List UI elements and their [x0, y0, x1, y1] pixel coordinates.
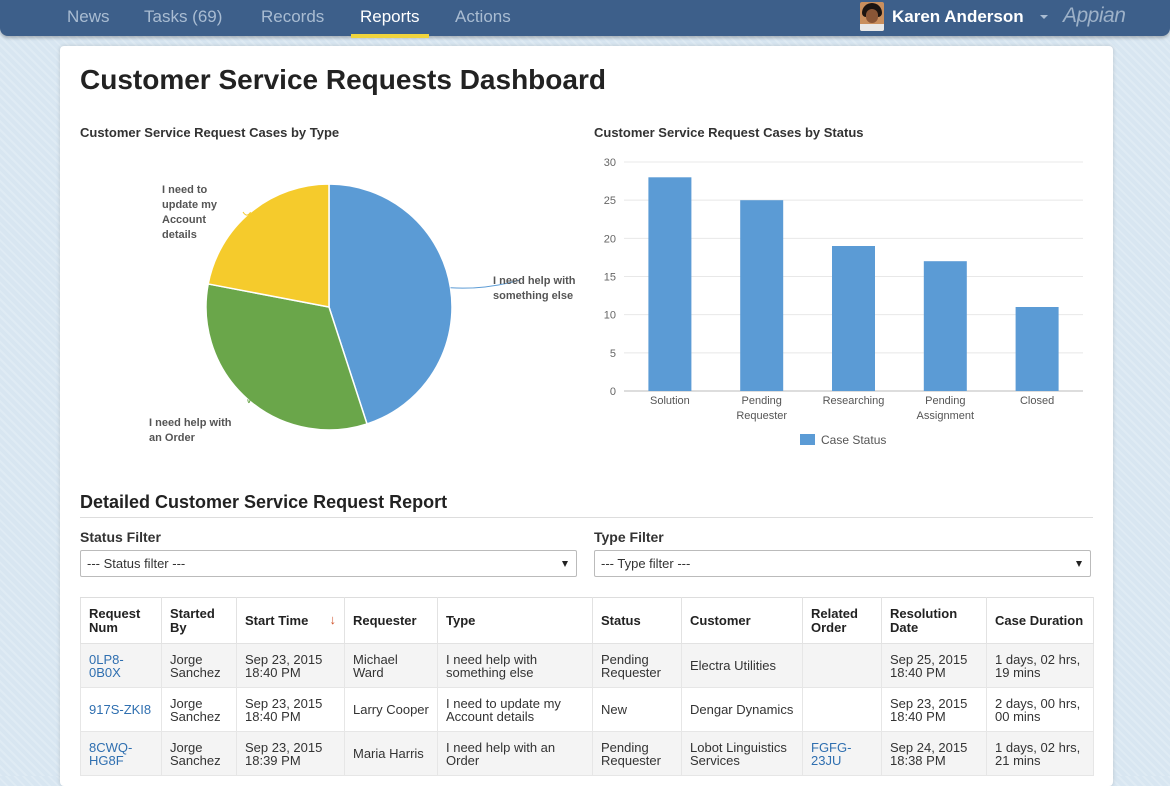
- requester-cell: Maria Harris: [344, 731, 438, 776]
- y-tick-label: 20: [604, 233, 616, 245]
- related-order-link[interactable]: FGFG-23JU: [811, 739, 852, 768]
- resolution-date-cell: Sep 23, 2015 18:40 PM: [881, 687, 987, 732]
- user-menu-name[interactable]: Karen Anderson: [892, 7, 1024, 26]
- pie-slice[interactable]: [328, 183, 453, 425]
- x-tick-label: Researching: [823, 395, 885, 407]
- tab-tasks[interactable]: Tasks (69): [144, 7, 223, 26]
- table-row: 8CWQ-HG8F Jorge Sanchez Sep 23, 2015 18:…: [80, 731, 1094, 776]
- dropdown-arrow-icon: [562, 561, 568, 567]
- type-cell: I need to update my Account details: [437, 687, 593, 732]
- top-nav-bar: News Tasks (69) Records Reports Actions …: [0, 0, 1170, 38]
- request-num-link[interactable]: 8CWQ-HG8F: [89, 739, 133, 768]
- x-tick-label: Closed: [1020, 395, 1054, 407]
- pie-chart-title: Customer Service Request Cases by Type: [80, 125, 340, 140]
- case-duration-cell: 1 days, 02 hrs, 21 mins: [986, 731, 1094, 776]
- column-header-status[interactable]: Status: [592, 597, 682, 644]
- type-filter-label: Type Filter: [594, 529, 664, 545]
- requester-cell: Michael Ward: [344, 643, 438, 688]
- customer-cell: Electra Utilities: [681, 643, 803, 688]
- column-header-case-duration[interactable]: Case Duration: [986, 597, 1094, 644]
- appian-logo: Appian: [1063, 4, 1126, 27]
- type-cell: I need help with an Order: [437, 731, 593, 776]
- column-header-request-num[interactable]: Request Num: [80, 597, 162, 644]
- resolution-date-cell: Sep 24, 2015 18:38 PM: [881, 731, 987, 776]
- bar-chart: 0 5 10 15 20 25 30 Solution Pending Requester Rese…: [604, 157, 1083, 447]
- status-filter-select[interactable]: --- Status filter ---: [80, 550, 577, 577]
- type-filter-select[interactable]: --- Type filter ---: [594, 550, 1091, 577]
- report-title: Detailed Customer Service Request Report: [80, 492, 448, 512]
- column-header-started-by[interactable]: Started By: [161, 597, 237, 644]
- tab-actions[interactable]: Actions: [455, 7, 511, 26]
- column-header-type[interactable]: Type: [437, 597, 593, 644]
- dropdown-arrow-icon: [1076, 561, 1082, 567]
- tab-records[interactable]: Records: [261, 7, 325, 26]
- case-duration-cell: 2 days, 00 hrs, 00 mins: [986, 687, 1094, 732]
- x-tick-label: Solution: [650, 395, 690, 407]
- status-filter-value: --- Status filter ---: [87, 556, 186, 571]
- bar[interactable]: [740, 200, 784, 391]
- type-cell: I need help with something else: [437, 643, 593, 688]
- tab-reports[interactable]: Reports: [351, 0, 428, 38]
- type-filter-value: --- Type filter ---: [601, 556, 691, 571]
- bar[interactable]: [923, 261, 967, 391]
- started-by-cell: Jorge Sanchez: [161, 731, 237, 776]
- y-tick-label: 5: [610, 348, 616, 360]
- request-num-link[interactable]: 917S-ZKI8: [89, 702, 152, 717]
- pie-leader-line: [450, 279, 521, 289]
- pie-leader-line: [242, 211, 252, 216]
- pie-slice-label: I need to update my Account details: [162, 184, 218, 241]
- start-time-cell: Sep 23, 2015 18:39 PM: [236, 731, 345, 776]
- bar-chart-title: Customer Service Request Cases by Status: [594, 125, 864, 140]
- sort-descending-icon[interactable]: ↓: [329, 612, 337, 627]
- x-tick-label: Pending Assignment: [917, 395, 974, 422]
- column-header-related-order[interactable]: Related Order: [802, 597, 882, 644]
- column-header-requester[interactable]: Requester: [344, 597, 438, 644]
- customer-cell: Lobot Linguistics Services: [681, 731, 803, 776]
- y-tick-label: 10: [604, 310, 616, 322]
- page-title: Customer Service Requests Dashboard: [80, 64, 606, 95]
- avatar[interactable]: [860, 2, 884, 31]
- column-header-resolution-date[interactable]: Resolution Date: [881, 597, 987, 644]
- table-row: 0LP8-0B0X Jorge Sanchez Sep 23, 2015 18:…: [80, 643, 1094, 688]
- x-tick-label: Pending Requester: [736, 395, 787, 422]
- legend-label: Case Status: [821, 433, 886, 447]
- customer-cell: Dengar Dynamics: [681, 687, 803, 732]
- start-time-cell: Sep 23, 2015 18:40 PM: [236, 643, 345, 688]
- chevron-down-icon[interactable]: [1040, 15, 1048, 19]
- divider: [80, 517, 1093, 518]
- y-tick-label: 25: [604, 195, 616, 207]
- tab-news[interactable]: News: [67, 7, 110, 26]
- case-duration-cell: 1 days, 02 hrs, 19 mins: [986, 643, 1094, 688]
- pie-chart: I need help with something else I need hel…: [149, 183, 576, 444]
- started-by-cell: Jorge Sanchez: [161, 643, 237, 688]
- start-time-cell: Sep 23, 2015 18:40 PM: [236, 687, 345, 732]
- request-num-link[interactable]: 0LP8-0B0X: [89, 651, 124, 680]
- pie-leader-line: [247, 399, 251, 404]
- pie-slice[interactable]: [205, 283, 368, 431]
- legend-swatch: [800, 434, 815, 445]
- started-by-cell: Jorge Sanchez: [161, 687, 237, 732]
- status-filter-label: Status Filter: [80, 529, 161, 545]
- status-cell: New: [592, 687, 682, 732]
- y-tick-label: 0: [610, 386, 616, 398]
- y-tick-label: 15: [604, 272, 616, 284]
- y-tick-label: 30: [604, 157, 616, 169]
- bar[interactable]: [648, 177, 692, 391]
- column-header-label: Start Time: [245, 612, 309, 628]
- status-cell: Pending Requester: [592, 731, 682, 776]
- column-header-start-time[interactable]: Start Time ↓: [236, 597, 345, 644]
- pie-slice-label: I need help with something else: [493, 275, 576, 302]
- report-table: Request Num Started By Start Time ↓ Reque…: [80, 597, 1094, 776]
- bar[interactable]: [1015, 307, 1059, 391]
- resolution-date-cell: Sep 25, 2015 18:40 PM: [881, 643, 987, 688]
- pie-slice-label: I need help with an Order: [149, 417, 232, 444]
- table-row: 917S-ZKI8 Jorge Sanchez Sep 23, 2015 18:…: [80, 687, 1094, 732]
- requester-cell: Larry Cooper: [344, 687, 438, 732]
- bar[interactable]: [832, 246, 875, 391]
- status-cell: Pending Requester: [592, 643, 682, 688]
- column-header-customer[interactable]: Customer: [681, 597, 803, 644]
